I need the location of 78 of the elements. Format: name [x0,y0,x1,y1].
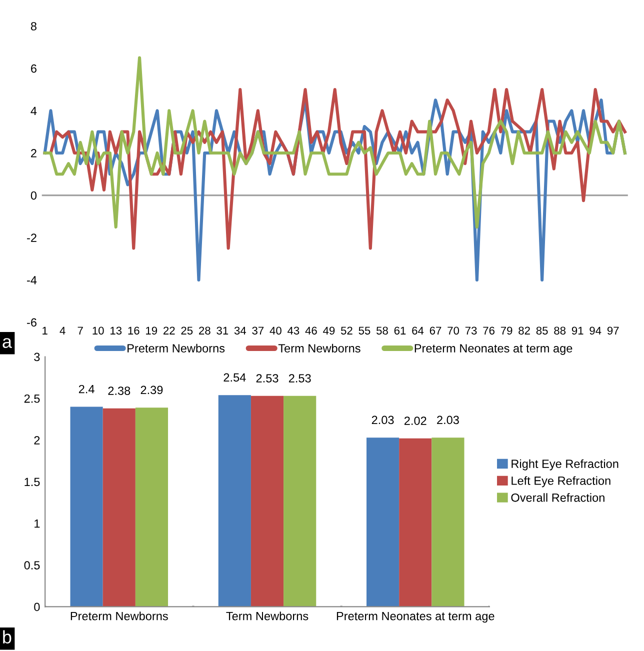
x-tick-label: 79 [500,326,512,335]
x-tick-label: 88 [554,326,566,335]
bar [135,408,168,607]
data-label: 2.03 [372,416,394,424]
y-tick-label: 3 [34,352,40,362]
y-tick-label: 0 [30,191,37,200]
data-label: 2.03 [437,416,459,424]
x-tick-label: 16 [128,326,140,335]
y-tick-label: 8 [30,22,36,30]
x-tick-label: 40 [270,326,282,335]
x-tick-label: 10 [92,326,104,335]
bar [366,438,400,607]
x-tick-label: 13 [110,326,122,335]
bar [284,396,316,607]
y-tick-label: 2 [31,149,36,158]
x-tick-label: 73 [465,326,477,335]
legend-label: Preterm Newborns [128,344,225,353]
bar [399,438,432,607]
x-tick-label: Preterm Newborns [70,612,168,620]
bar [250,396,284,607]
bar [70,406,103,607]
data-label: 2.38 [108,386,130,395]
legend-label: Right Eye Refraction [512,459,618,470]
x-tick-label: 37 [252,326,264,335]
x-tick-label: 19 [146,326,158,335]
x-tick-label: 61 [394,326,406,335]
data-label: 2.4 [78,384,94,394]
x-tick-label: 76 [483,326,494,335]
x-tick-label: 34 [234,326,246,335]
bar [432,438,464,607]
x-tick-label: 67 [430,326,442,335]
x-tick-label: 58 [376,326,388,335]
x-tick-label: 22 [164,326,175,334]
line-series [43,56,626,229]
x-tick-label: 82 [518,326,530,335]
x-tick-label: 91 [572,326,584,335]
y-tick-label: 4 [30,106,37,115]
y-tick-label: 0 [34,602,40,612]
x-tick-label: 4 [60,326,66,334]
x-tick-label: 46 [305,326,317,335]
data-label: 2.02 [404,416,426,425]
y-tick-label: 1 [34,520,40,528]
text: b [3,630,12,644]
data-label: 2.53 [288,374,311,382]
x-tick-label: 52 [340,326,352,335]
y-tick-label: -2 [27,234,36,242]
data-label: 2.53 [256,374,278,382]
legend-label: Preterm Neonates at term age [414,344,572,355]
y-tick-label: 2.5 [24,394,40,403]
legend-label: Left Eye Refraction [512,476,610,488]
x-tick-label: Term Newborns [226,612,308,620]
x-tick-label: 49 [323,326,335,335]
y-tick-label: 2 [34,436,40,444]
y-tick-label: 0.5 [24,561,40,570]
y-tick-label: -4 [27,276,37,284]
x-tick-label: Preterm Neonates at term age [336,612,494,623]
y-tick-label: -6 [27,318,36,327]
x-tick-label: 70 [448,326,460,335]
x-tick-label: 43 [288,326,300,335]
text: a [2,338,12,348]
x-tick-label: 7 [78,326,83,334]
x-tick-label: 94 [590,326,602,335]
x-tick-label: 28 [199,326,210,335]
legend-label: Term Newborns [278,344,360,353]
x-tick-label: 25 [181,326,193,335]
x-tick-label: 1 [42,326,48,334]
data-label: 2.54 [224,373,246,382]
data-label: 2.39 [140,386,163,394]
x-tick-label: 31 [216,326,228,335]
legend-label: Overall Refraction [511,493,604,502]
bar [218,395,251,607]
y-tick-label: 6 [31,64,36,73]
x-tick-label: 85 [536,326,548,335]
x-tick-label: 97 [607,326,619,335]
y-tick-label: 1.5 [24,478,40,486]
x-tick-label: 55 [358,326,370,335]
x-tick-label: 64 [412,326,424,335]
bar [102,408,136,607]
